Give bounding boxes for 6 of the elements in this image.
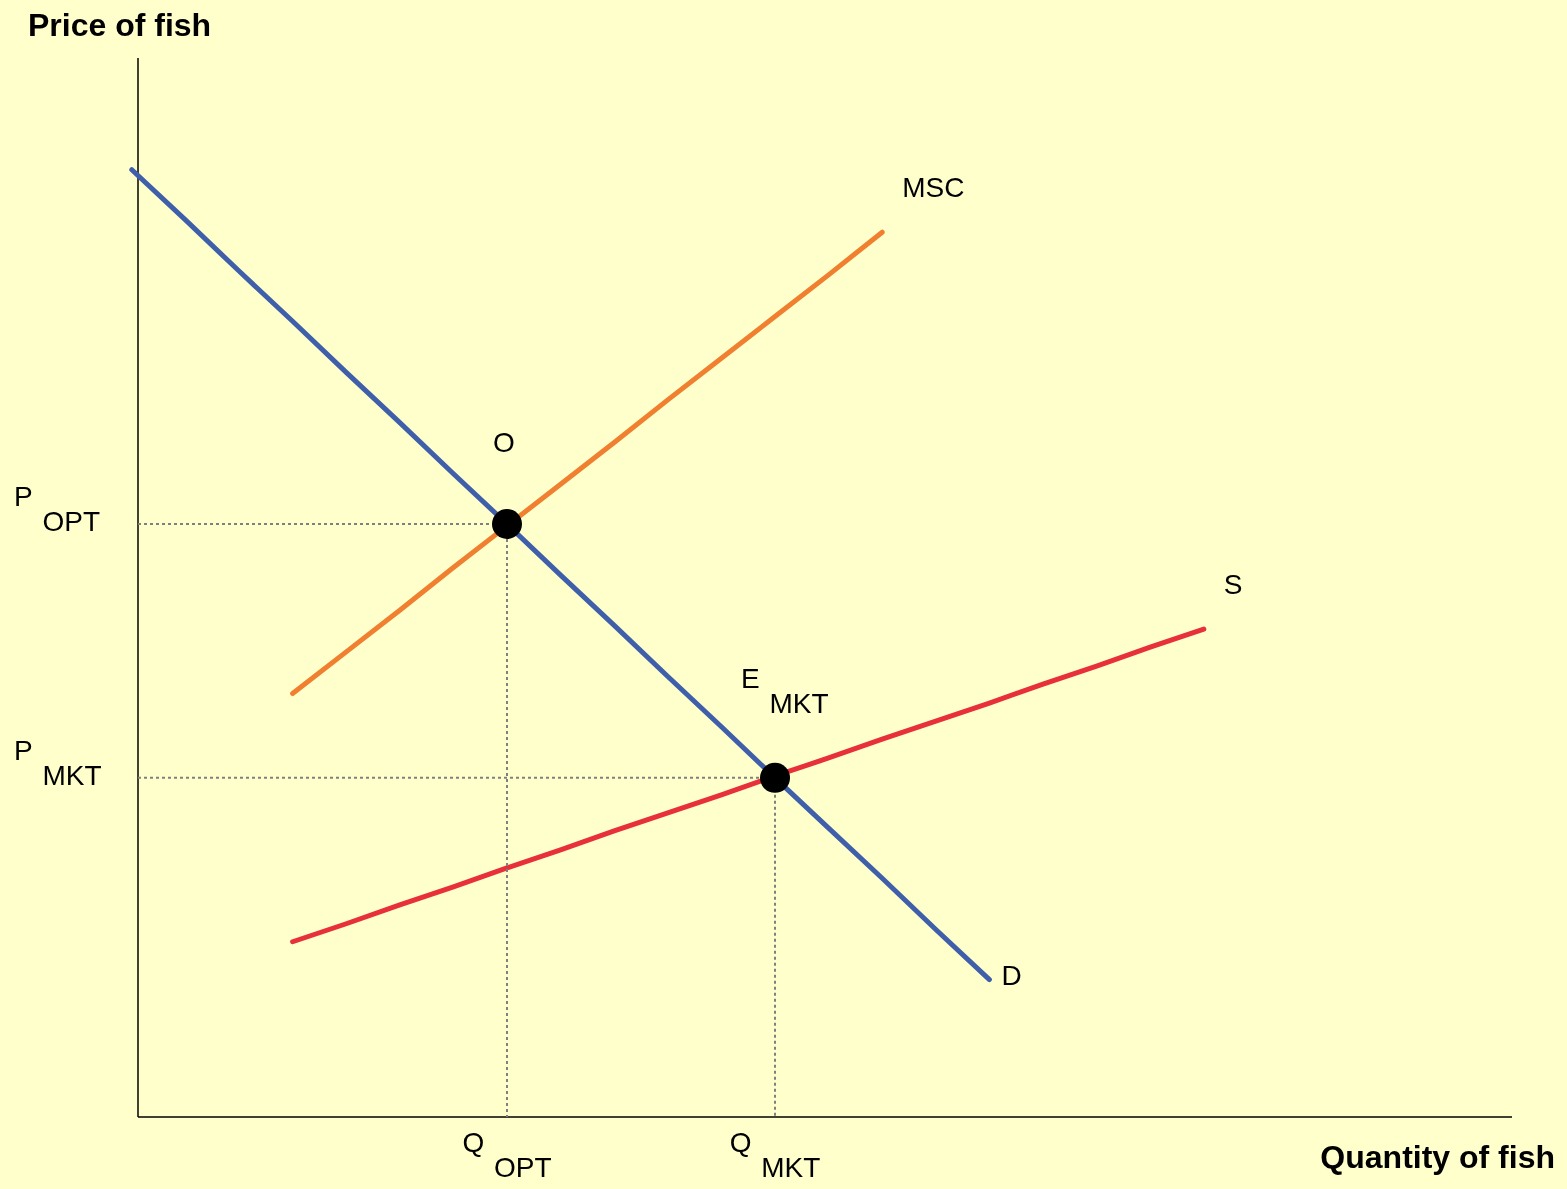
series-label: MSC bbox=[902, 172, 965, 204]
series-label: D bbox=[1001, 959, 1022, 991]
x-axis-title: Quantity of fish bbox=[1320, 1139, 1555, 1175]
annotation: O bbox=[493, 426, 515, 458]
y-axis-title: Price of fish bbox=[28, 7, 212, 43]
series-label: S bbox=[1223, 569, 1243, 601]
